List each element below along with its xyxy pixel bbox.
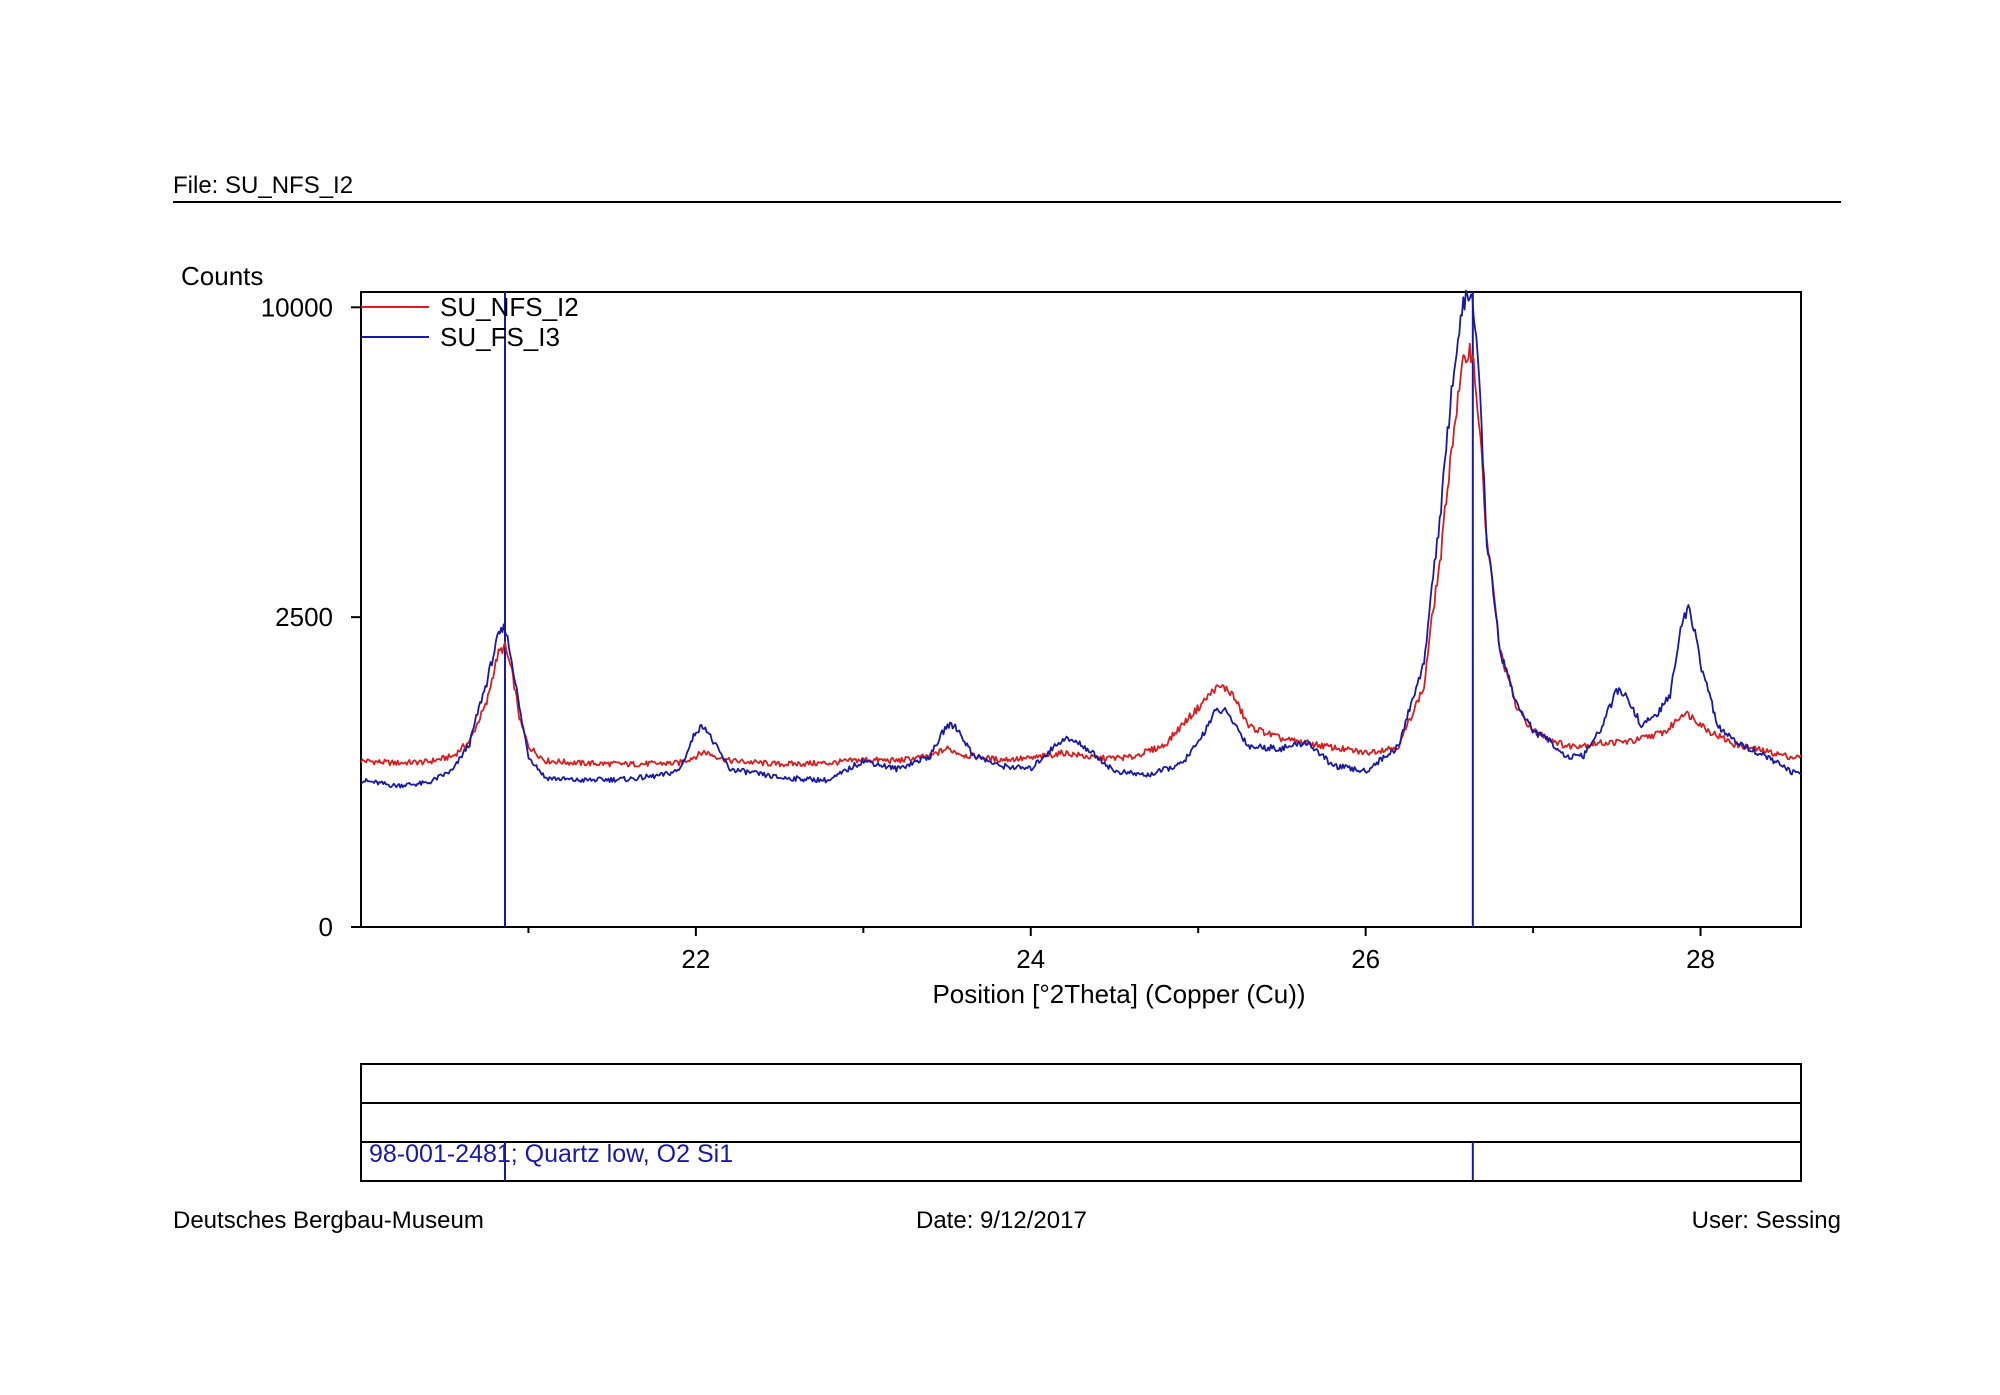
header-rule [173, 201, 1841, 203]
x-axis-label: Position [°2Theta] (Copper (Cu)) [932, 979, 1305, 1009]
series-line-su-nfs-i2 [360, 342, 1802, 768]
plot-area-frame [360, 291, 1802, 928]
file-label: File: SU_NFS_I2 [173, 172, 354, 199]
series-line-su-fs-i3 [361, 289, 1802, 789]
y-tick-label: 10000 [261, 292, 333, 322]
y-tick-label: 2500 [275, 602, 333, 632]
y-axis-label: Counts [181, 261, 263, 291]
x-tick-label: 24 [1016, 944, 1045, 974]
legend-entry: SU_NFS_I2 [440, 292, 579, 322]
x-tick-label: 28 [1686, 944, 1715, 974]
footer-date: Date: 9/12/2017 [916, 1207, 1087, 1234]
y-tick-label: 0 [319, 912, 333, 942]
reference-panel-frame [360, 1063, 1802, 1182]
reference-pattern-label: 98-001-2481; Quartz low, O2 Si1 [369, 1140, 733, 1168]
x-tick-label: 22 [681, 944, 710, 974]
footer-user: User: Sessing [1691, 1207, 1841, 1234]
legend-entry: SU_FS_I3 [440, 322, 560, 352]
x-tick-label: 26 [1351, 944, 1380, 974]
footer-organization: Deutsches Bergbau-Museum [173, 1207, 484, 1234]
